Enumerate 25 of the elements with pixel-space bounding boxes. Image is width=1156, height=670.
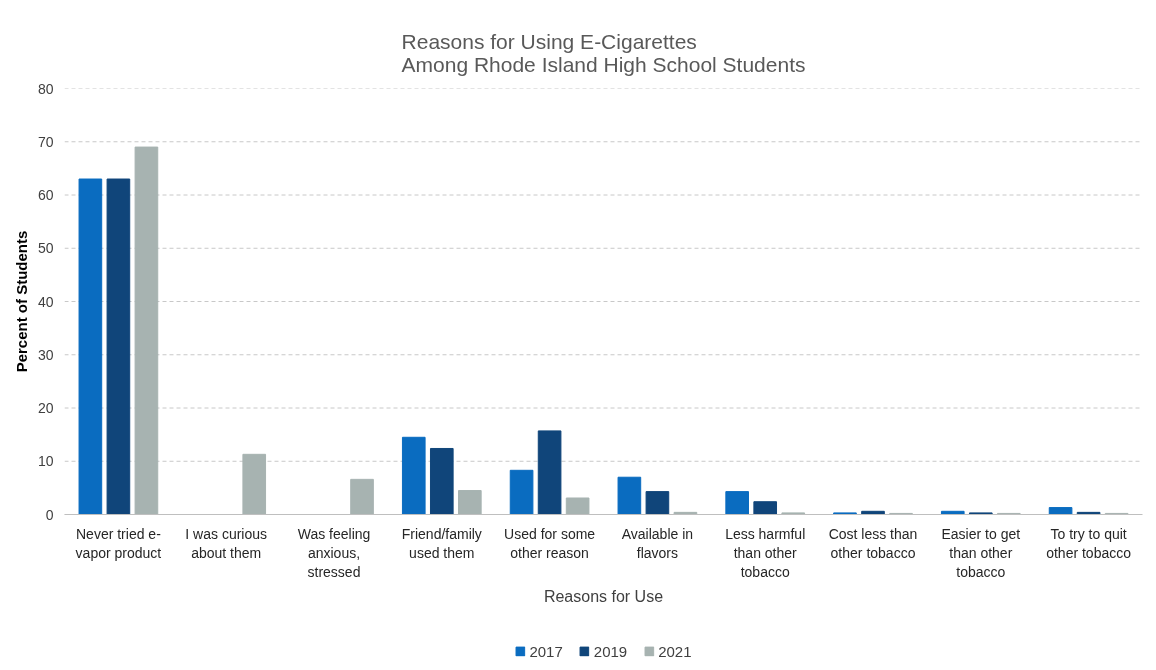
x-tick-label: Friend/family used them (401, 525, 482, 561)
x-tick-label: Available in flavors (621, 525, 694, 561)
x-tick-label: Easier to get than other tobacco (941, 525, 1021, 580)
x-tick-label: Cost less than other tobacco (828, 525, 918, 561)
x-tick-label: Was feeling anxious, stressed (297, 525, 371, 580)
x-tick-label: To try to quit other tobacco (1046, 525, 1132, 561)
x-tick-label: Used for some other reason (504, 525, 596, 561)
legend-label: 2017 (529, 642, 563, 660)
x-tick-label: Less harmful than other tobacco (725, 525, 806, 580)
chart-title: Reasons for Using E-Cigarettes Among Rhode Island High School Students (401, 29, 806, 76)
y-tick-label: 80 (37, 80, 54, 97)
x-axis-title: Reasons for Use (543, 587, 664, 605)
x-tick-label: I was curious about them (185, 525, 268, 561)
legend-label: 2019 (593, 642, 628, 660)
y-tick-label: 10 (37, 453, 54, 470)
y-axis-title: Percent of Students (12, 230, 30, 373)
x-tick-label: Never tried e-vapor product (75, 525, 162, 561)
y-tick-label: 20 (37, 400, 54, 416)
y-tick-label: 30 (37, 346, 54, 363)
y-tick-label: 60 (37, 187, 54, 203)
legend-label: 2021 (658, 642, 692, 660)
y-tick-label: 50 (37, 240, 54, 257)
y-tick-label: 0 (45, 506, 54, 523)
y-tick-label: 40 (37, 293, 54, 310)
y-tick-label: 70 (37, 133, 54, 150)
